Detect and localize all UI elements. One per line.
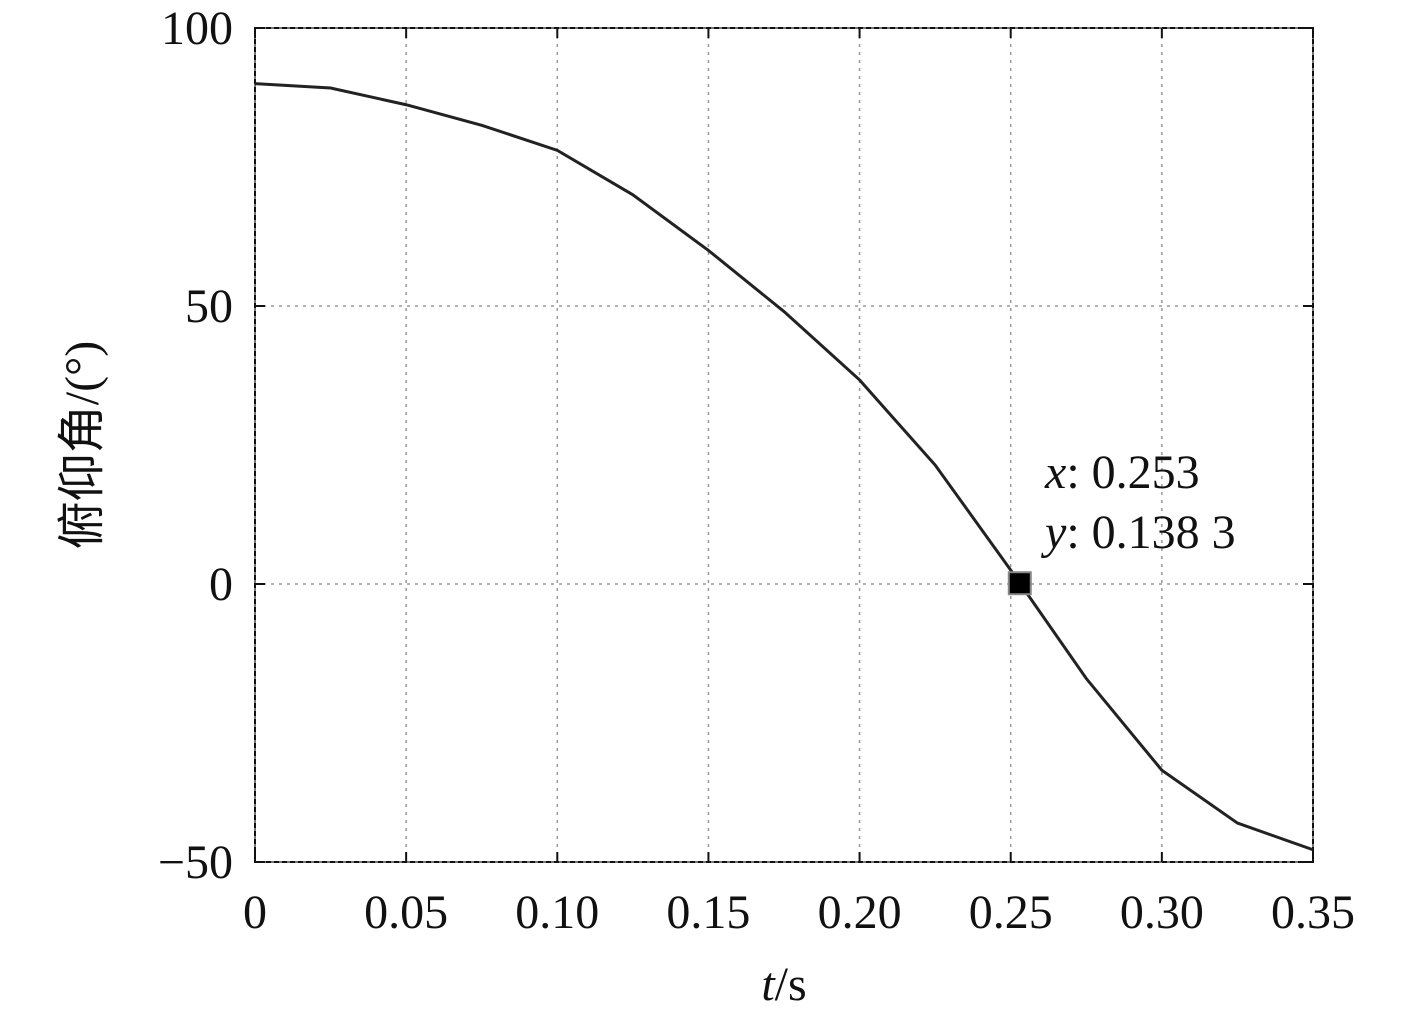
y-tick-label: −50 (158, 836, 233, 889)
x-label-unit: /s (775, 958, 807, 1011)
annotation-y: y: 0.138 3 (1040, 506, 1236, 559)
x-tick-label: 0.25 (969, 886, 1053, 939)
x-tick-label: 0.10 (515, 886, 599, 939)
annotation-y-name: y (1040, 506, 1067, 559)
x-tick-label: 0.30 (1120, 886, 1204, 939)
y-tick-label: 100 (161, 2, 233, 55)
y-tick-label: 0 (209, 558, 233, 611)
annotation-x: x: 0.253 (1044, 446, 1200, 499)
plot-frame (254, 27, 1314, 863)
y-tick-label: 50 (185, 280, 233, 333)
x-label-symbol: t (761, 958, 776, 1011)
annotation-x-text: : 0.253 (1066, 446, 1199, 499)
x-tick-label: 0.05 (364, 886, 448, 939)
x-tick-label: 0 (243, 886, 267, 939)
annotation-x-name: x (1044, 446, 1066, 499)
annotation-marker (1007, 571, 1032, 596)
x-tick-label: 0.15 (666, 886, 750, 939)
y-axis-label: 俯仰角/(°) (56, 341, 109, 550)
x-tick-label: 0.20 (818, 886, 902, 939)
x-axis-label: t/s (761, 958, 806, 1011)
line-series (254, 82, 1314, 852)
annotation-y-text: : 0.138 3 (1066, 506, 1235, 559)
x-tick-label: 0.35 (1271, 886, 1355, 939)
